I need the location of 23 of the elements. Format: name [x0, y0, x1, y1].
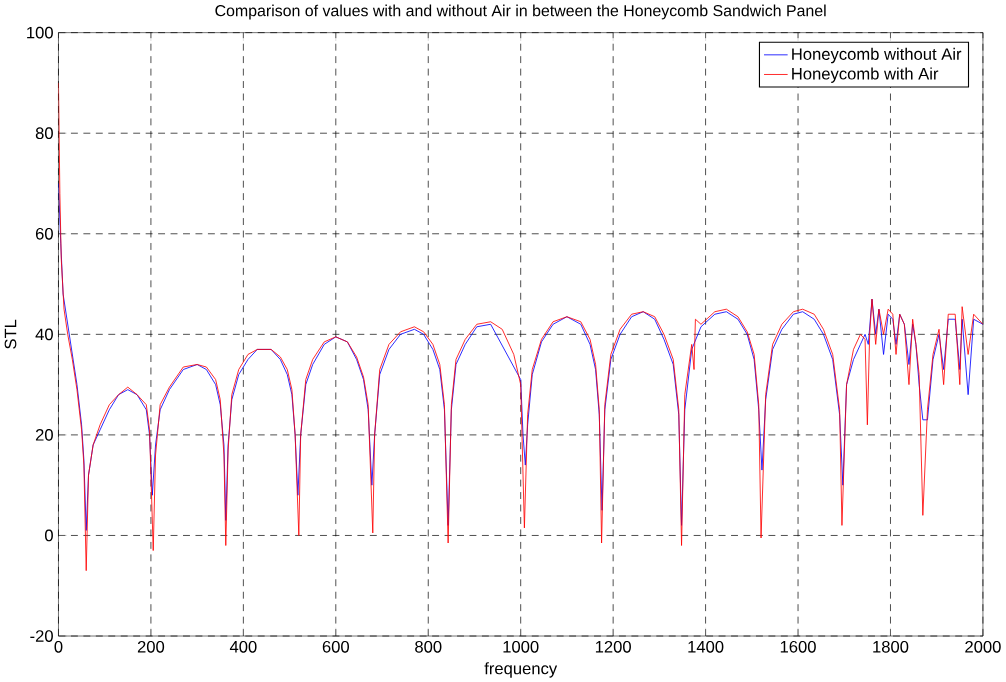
chart-title: Comparison of values with and without Air in between the Honeycomb Sandwich Panel: [215, 4, 826, 20]
y-tick-label: -20: [30, 630, 53, 642]
y-tick-label: 0: [45, 529, 53, 542]
x-tick-label: 400: [229, 640, 257, 653]
x-tick-label: 600: [322, 640, 350, 653]
x-axis-title: frequency: [484, 662, 558, 678]
x-tick-label: 800: [415, 640, 442, 653]
x-tick-label: 200: [137, 640, 165, 653]
y-tick-label: 100: [27, 26, 53, 39]
x-tick-label: 1200: [595, 640, 631, 653]
x-tick-label: 1600: [780, 640, 816, 653]
y-tick-label: 60: [35, 227, 53, 240]
y-tick-label: 80: [35, 127, 53, 139]
y-tick-label: 20: [35, 428, 53, 441]
y-axis-title: STL: [4, 319, 17, 349]
x-tick-label: 2000: [965, 640, 1001, 653]
x-tick-label: 0: [54, 640, 63, 653]
legend-label: Honeycomb without Air: [792, 47, 962, 64]
x-tick-label: 1400: [688, 640, 724, 653]
x-tick-label: 1800: [873, 640, 909, 653]
y-tick-label: 40: [35, 328, 53, 341]
legend-label: Honeycomb with Air: [792, 67, 939, 83]
x-tick-label: 1000: [503, 640, 539, 653]
